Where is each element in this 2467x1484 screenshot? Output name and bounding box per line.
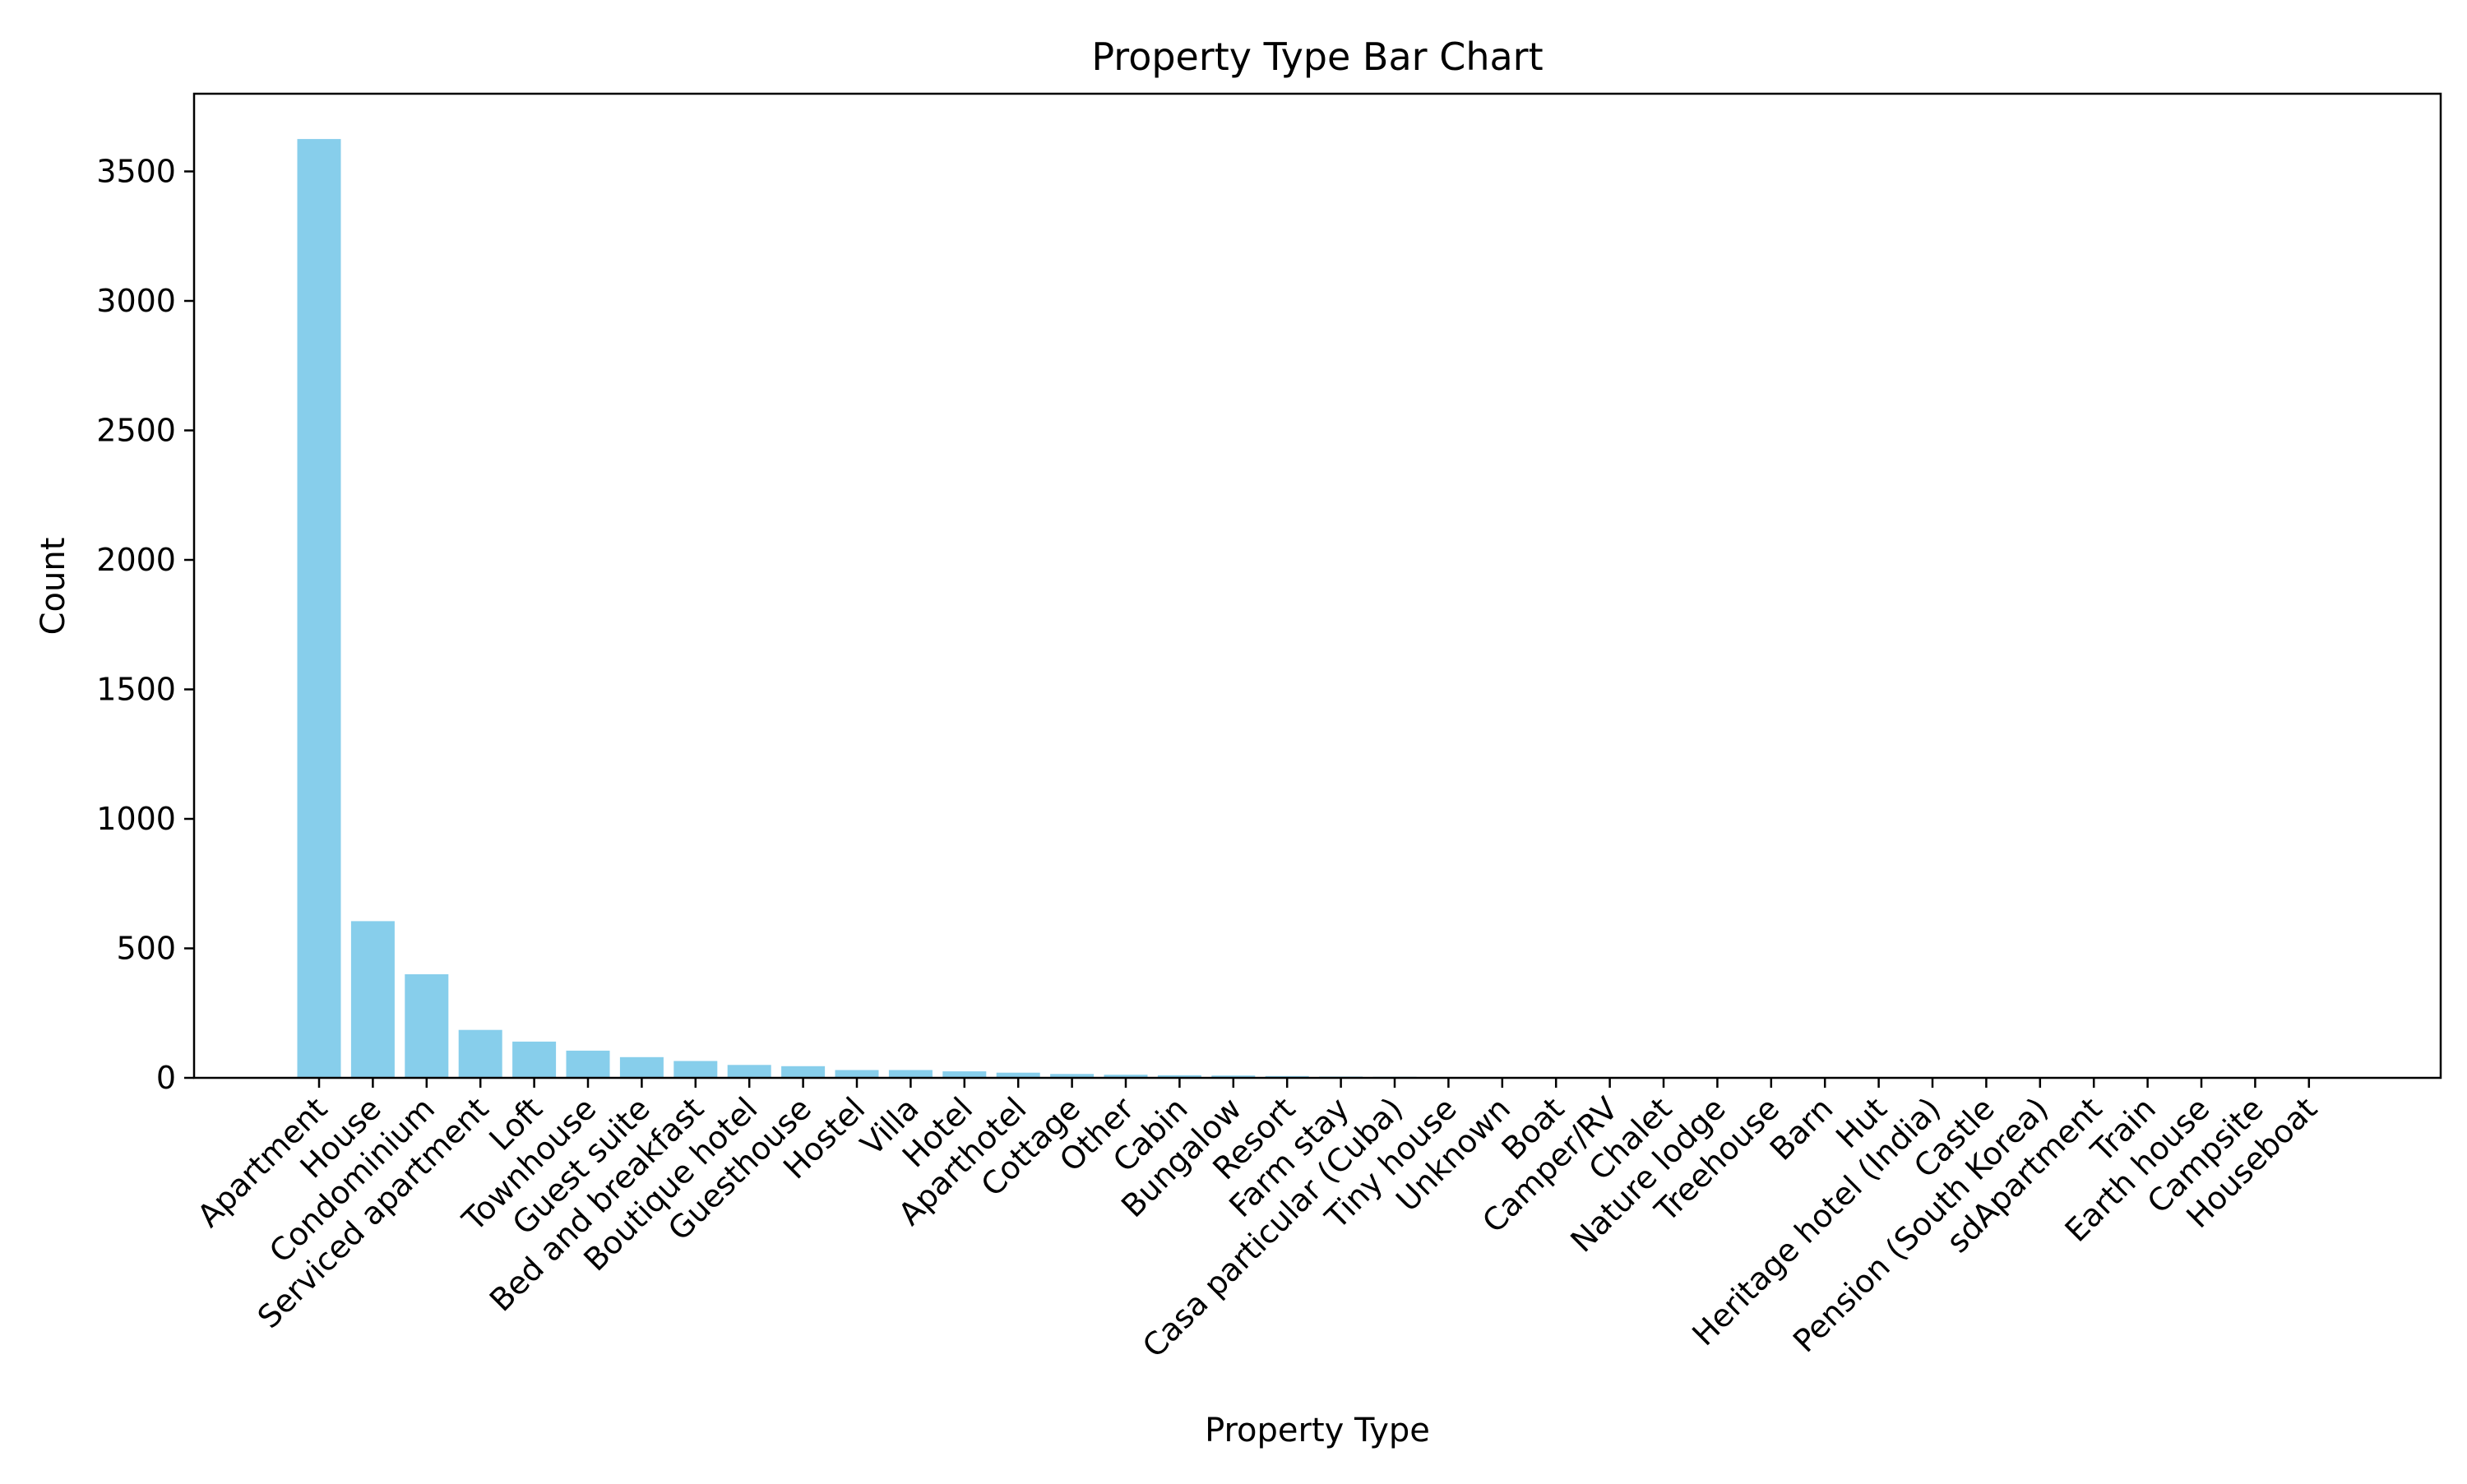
bar-6: [620, 1057, 664, 1078]
y-tick-label-0: 0: [156, 1060, 176, 1096]
y-tick-label-2: 1000: [96, 801, 176, 837]
bar-9: [781, 1066, 825, 1078]
y-tick-label-5: 2500: [96, 413, 176, 449]
y-tick-label-6: 3000: [96, 283, 176, 319]
y-tick-label-7: 3500: [96, 154, 176, 190]
chart-title: Property Type Bar Chart: [1091, 35, 1543, 79]
bar-4: [512, 1042, 556, 1078]
bar-1: [351, 921, 395, 1078]
y-tick-label-1: 500: [116, 931, 176, 967]
bar-2: [405, 974, 448, 1078]
x-axis-title: Property Type: [1205, 1412, 1430, 1449]
bar-11: [889, 1070, 933, 1079]
plot-area-frame: [194, 94, 2441, 1078]
bars-group: [298, 139, 2331, 1078]
bar-5: [567, 1051, 610, 1078]
y-ticks-group: 0 500 1000 1500 2000 2500 3000 3500: [96, 154, 194, 1097]
bar-0: [298, 139, 341, 1078]
bar-8: [728, 1065, 771, 1078]
bar-3: [459, 1030, 502, 1078]
y-tick-label-4: 2000: [96, 542, 176, 578]
y-axis-title: Count: [35, 538, 72, 636]
bar-7: [673, 1061, 717, 1079]
y-tick-label-3: 1500: [96, 672, 176, 708]
bar-10: [835, 1070, 879, 1079]
x-tick-label-28: Barn: [1763, 1090, 1840, 1167]
